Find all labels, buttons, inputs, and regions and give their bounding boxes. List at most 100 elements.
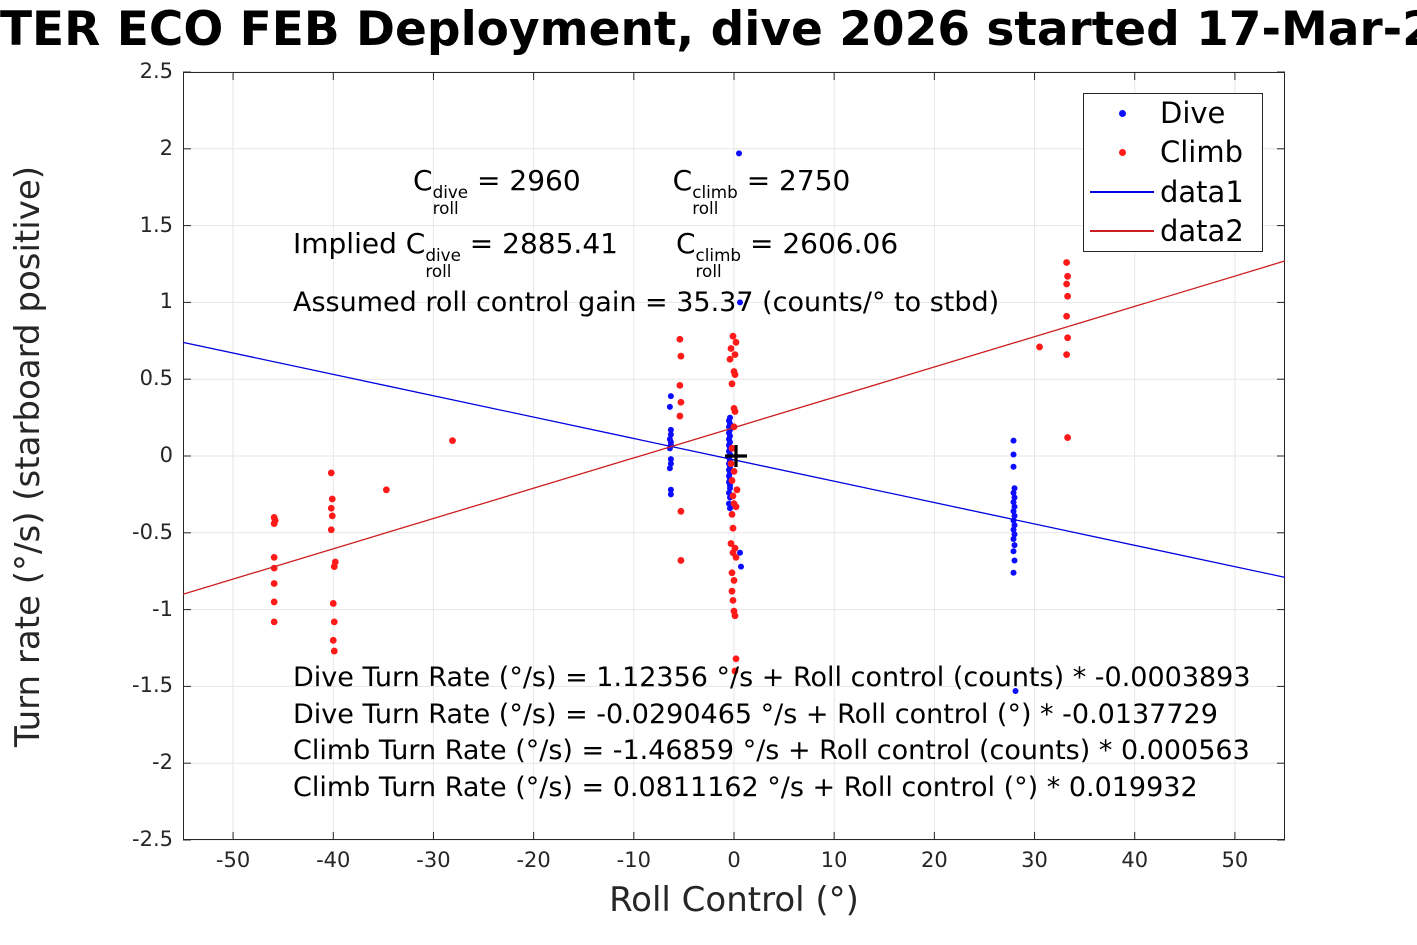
point-climb (1064, 434, 1072, 441)
point-climb (729, 332, 737, 340)
point-dive (1010, 548, 1017, 555)
y-tick-label: 0.5 (139, 366, 173, 391)
point-climb (270, 553, 278, 561)
point-climb (733, 486, 741, 494)
point-climb (1036, 343, 1043, 351)
point-climb (1063, 259, 1071, 266)
c-roll-climb: C (672, 164, 693, 197)
point-climb (728, 510, 736, 518)
equation-line: Dive Turn Rate (°/s) = 1.12356 °/s + Rol… (293, 662, 1251, 693)
point-climb (676, 412, 684, 420)
x-tick-label: 20 (920, 848, 948, 872)
legend-dot-marker (1084, 149, 1160, 157)
line-icon (1090, 230, 1154, 233)
legend-entry-climb: Climb (1084, 133, 1262, 172)
legend-label: data1 (1160, 174, 1244, 209)
x-tick-label: -50 (215, 848, 251, 872)
legend-line-marker (1084, 230, 1160, 233)
y-tick-label: 1 (159, 289, 173, 314)
point-dive (1011, 485, 1018, 492)
point-climb (732, 503, 740, 511)
point-climb (728, 444, 736, 452)
point-climb (727, 460, 735, 468)
equation-line: Climb Turn Rate (°/s) = -1.46859 °/s + R… (293, 735, 1250, 767)
point-dive (1011, 531, 1018, 538)
point-dive (1010, 535, 1017, 542)
point-climb (728, 477, 736, 484)
point-climb (677, 557, 685, 564)
line-icon (1090, 191, 1154, 194)
point-climb (1064, 334, 1072, 342)
point-dive (738, 563, 745, 570)
legend-label: data2 (1160, 213, 1244, 248)
x-tick-label: -40 (316, 848, 351, 872)
legend-label: Climb (1160, 135, 1244, 170)
point-climb (329, 600, 337, 607)
point-dive (666, 403, 673, 410)
x-axis-label: Roll Control (°) (609, 880, 859, 920)
point-climb (728, 569, 736, 577)
point-dive (725, 500, 732, 507)
implied-c-roll-climb: C (675, 227, 696, 260)
point-climb (731, 667, 739, 675)
plus-marker (725, 445, 748, 467)
point-climb (732, 655, 740, 663)
point-climb (677, 352, 685, 360)
point-dive (667, 486, 674, 493)
point-climb (1064, 272, 1072, 280)
y-tick-label: 2.5 (139, 59, 173, 83)
x-tick-label: -20 (516, 848, 551, 872)
y-tick-label: 0 (159, 443, 173, 467)
point-climb (728, 380, 736, 388)
point-climb (729, 596, 737, 604)
legend-entry-data1: data1 (1084, 173, 1262, 212)
point-dive (667, 426, 674, 433)
c-roll-dive: C (413, 164, 433, 197)
point-climb (726, 355, 734, 363)
point-climb (732, 338, 740, 346)
point-climb (330, 647, 338, 655)
y-tick-label: -0.5 (132, 519, 173, 544)
point-climb (329, 636, 337, 644)
point-climb (731, 351, 739, 359)
implied-c-roll-dive: C (405, 227, 426, 260)
point-dive (666, 465, 673, 472)
point-climb (327, 504, 335, 512)
equation-line: Climb Turn Rate (°/s) = 0.0811162 °/s + … (293, 771, 1198, 803)
point-climb (676, 335, 684, 343)
legend-entry-dive: Dive (1084, 94, 1262, 133)
y-axis-label: Turn rate (°/s) (starboard positive) (8, 165, 48, 747)
point-climb (730, 467, 738, 475)
point-dive (667, 460, 674, 467)
legend-label: Dive (1160, 96, 1226, 131)
equation-line: Dive Turn Rate (°/s) = -0.0290465 °/s + … (293, 698, 1218, 730)
point-dive (667, 431, 674, 438)
y-tick-label: -1.5 (132, 673, 173, 698)
point-climb (1063, 280, 1071, 288)
x-tick-label: 50 (1221, 848, 1249, 872)
plot-canvas (182, 71, 1286, 841)
point-dive (1011, 494, 1018, 501)
point-dive (667, 456, 674, 463)
gain-annotation: Assumed roll control gain = 35.37 (count… (293, 287, 1000, 318)
legend-dot-marker (1084, 110, 1160, 118)
chart-title: TER ECO FEB Deployment, dive 2026 starte… (0, 2, 1417, 57)
point-climb (730, 577, 738, 584)
point-climb (270, 520, 278, 527)
x-tick-label: 30 (1021, 848, 1048, 872)
x-tick-label: 10 (820, 848, 848, 872)
point-dive (1010, 499, 1017, 506)
point-climb (328, 512, 336, 520)
point-dive (667, 491, 674, 498)
point-climb (270, 598, 278, 606)
dot-icon (1118, 149, 1126, 157)
point-dive (1010, 526, 1017, 533)
x-tick-label: -30 (416, 848, 451, 872)
point-climb (676, 381, 684, 389)
point-climb (729, 492, 737, 500)
point-dive (1011, 557, 1018, 564)
fit-line-data1 (182, 341, 1286, 578)
